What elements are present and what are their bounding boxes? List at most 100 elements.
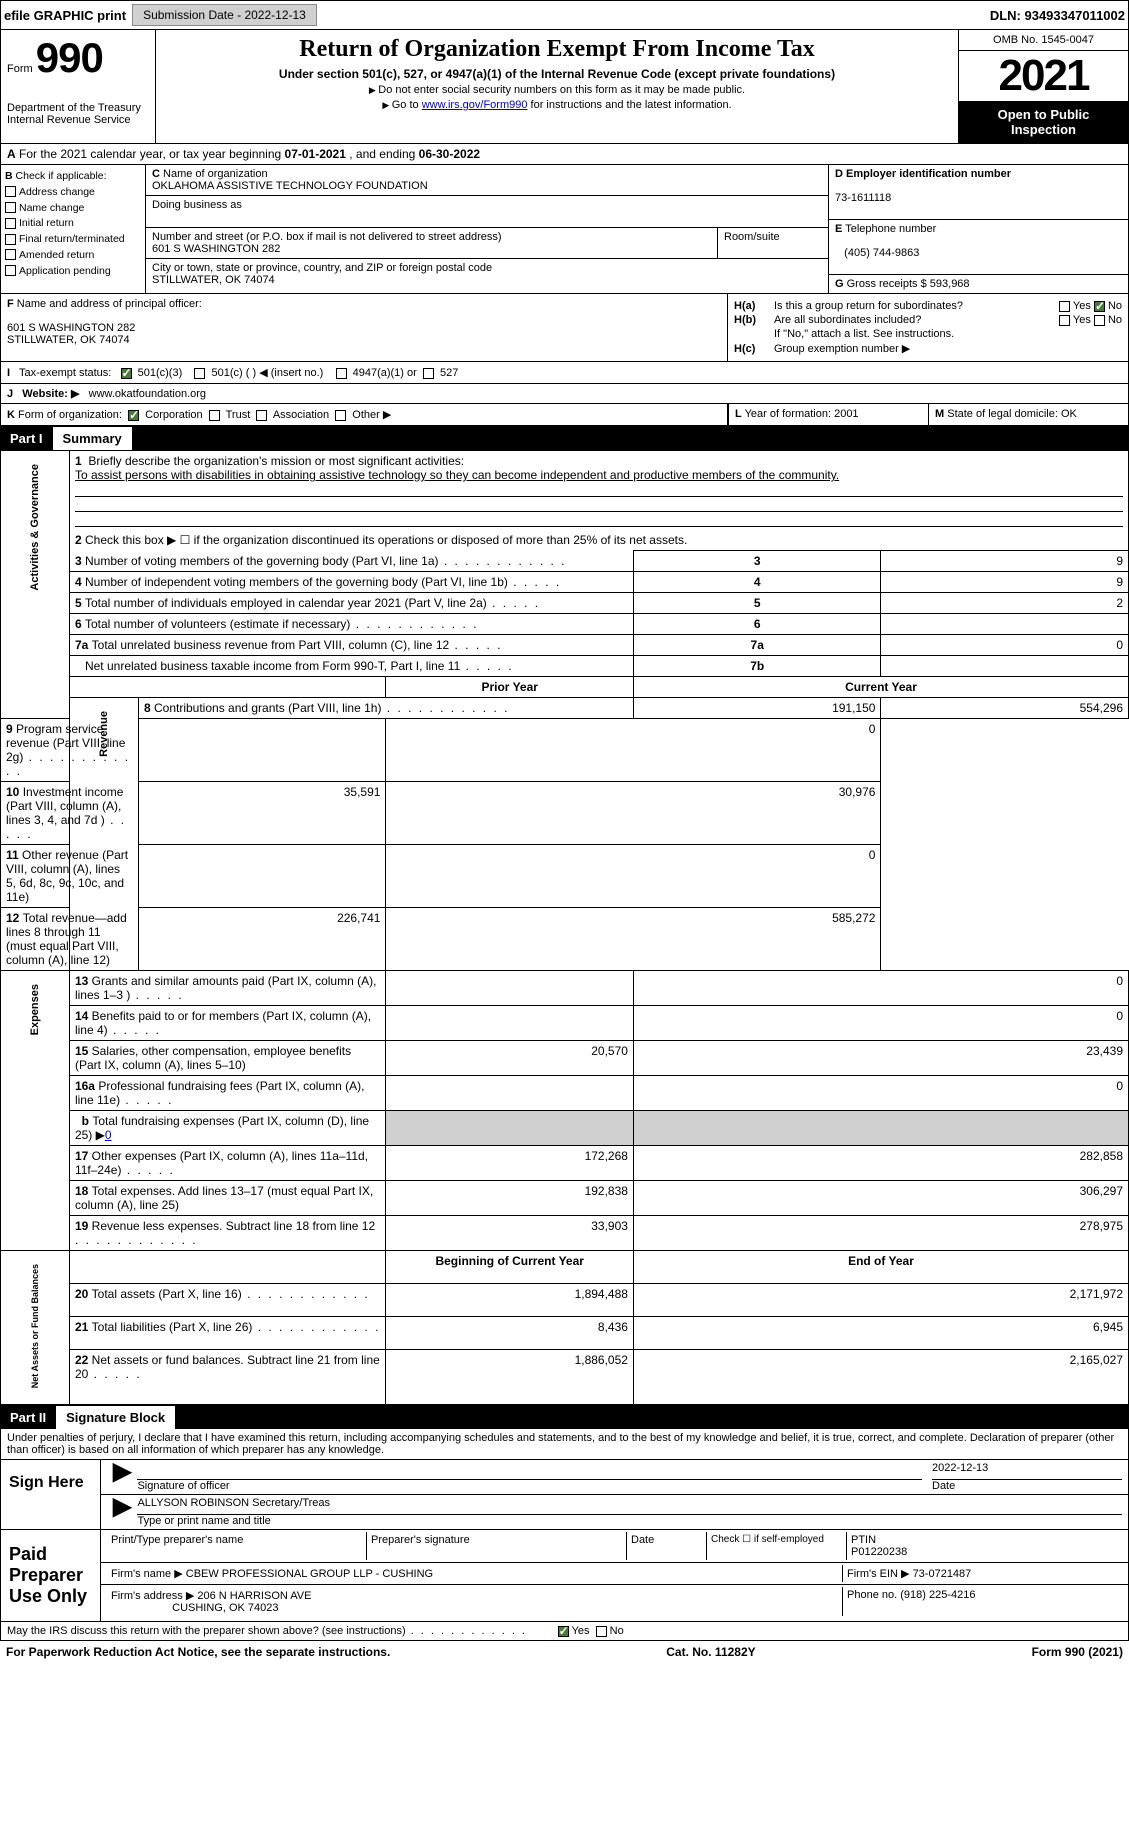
- current-10: 30,976: [386, 782, 881, 845]
- checkbox-other[interactable]: [335, 410, 346, 421]
- val-5: 2: [881, 593, 1129, 614]
- checkbox-discuss-yes[interactable]: [558, 1626, 569, 1637]
- street-address: 601 S WASHINGTON 282: [152, 243, 280, 255]
- fundraising-link[interactable]: 0: [105, 1128, 112, 1142]
- firm-addr1: 206 N HARRISON AVE: [197, 1590, 311, 1602]
- section-c: C Name of organization OKLAHOMA ASSISTIV…: [146, 165, 828, 293]
- val-3: 9: [881, 551, 1129, 572]
- submission-date-button[interactable]: Submission Date - 2022-12-13: [132, 4, 317, 26]
- org-name: OKLAHOMA ASSISTIVE TECHNOLOGY FOUNDATION: [152, 180, 428, 192]
- end-20: 2,171,972: [633, 1284, 1128, 1317]
- gross-receipts: 593,968: [930, 278, 970, 290]
- form-label: Form: [7, 63, 33, 75]
- prior-19: 33,903: [386, 1216, 634, 1251]
- instruction-1: Do not enter social security numbers on …: [162, 84, 952, 96]
- prior-16a: [386, 1076, 634, 1111]
- prior-12: 226,741: [138, 908, 386, 971]
- checkbox-final-return[interactable]: [5, 234, 16, 245]
- section-f: F Name and address of principal officer:…: [1, 294, 728, 361]
- checkbox-hb-yes[interactable]: [1059, 315, 1070, 326]
- current-17: 282,858: [633, 1146, 1128, 1181]
- current-8: 554,296: [881, 698, 1129, 719]
- sign-here-label: Sign Here: [1, 1460, 101, 1529]
- checkbox-discuss-no[interactable]: [596, 1626, 607, 1637]
- website-value: www.okatfoundation.org: [89, 388, 206, 400]
- header-right: OMB No. 1545-0047 2021 Open to Public In…: [958, 30, 1128, 143]
- section-f-h: F Name and address of principal officer:…: [0, 294, 1129, 362]
- paid-preparer-block: Paid Preparer Use Only Print/Type prepar…: [0, 1530, 1129, 1622]
- form-number: 990: [36, 34, 103, 81]
- checkbox-app-pending[interactable]: [5, 265, 16, 276]
- year-formation: 2001: [834, 408, 858, 420]
- org-info-block: B Check if applicable: Address change Na…: [0, 165, 1129, 294]
- top-toolbar: efile GRAPHIC print Submission Date - 20…: [0, 0, 1129, 30]
- val-4: 9: [881, 572, 1129, 593]
- end-21: 6,945: [633, 1317, 1128, 1350]
- signature-arrow-icon: ▶: [107, 1462, 137, 1492]
- firm-phone: (918) 225-4216: [900, 1589, 975, 1601]
- begin-20: 1,894,488: [386, 1284, 634, 1317]
- irs-link[interactable]: www.irs.gov/Form990: [422, 99, 528, 111]
- ein-value: 73-1611118: [835, 192, 891, 204]
- tab-activities: Activities & Governance: [29, 454, 41, 601]
- current-16a: 0: [633, 1076, 1128, 1111]
- checkbox-assoc[interactable]: [256, 410, 267, 421]
- mission-text: To assist persons with disabilities in o…: [75, 468, 839, 482]
- tax-year: 2021: [959, 51, 1128, 101]
- efile-label: efile GRAPHIC print: [4, 8, 126, 23]
- ptin-value: P01220238: [851, 1546, 907, 1558]
- prior-9: [138, 719, 386, 782]
- discuss-row: May the IRS discuss this return with the…: [0, 1622, 1129, 1641]
- current-12: 585,272: [386, 908, 881, 971]
- current-18: 306,297: [633, 1181, 1128, 1216]
- prior-18: 192,838: [386, 1181, 634, 1216]
- end-22: 2,165,027: [633, 1350, 1128, 1405]
- current-13: 0: [633, 971, 1128, 1006]
- phone-value: (405) 744-9863: [844, 247, 919, 259]
- val-6: [881, 614, 1129, 635]
- instruction-2: Go to www.irs.gov/Form990 for instructio…: [162, 99, 952, 111]
- section-i-j: I Tax-exempt status: 501(c)(3) 501(c) ( …: [0, 362, 1129, 384]
- checkbox-corp[interactable]: [128, 410, 139, 421]
- firm-name: CBEW PROFESSIONAL GROUP LLP - CUSHING: [186, 1568, 433, 1580]
- omb-number: OMB No. 1545-0047: [959, 30, 1128, 51]
- checkbox-hb-no[interactable]: [1094, 315, 1105, 326]
- header-middle: Return of Organization Exempt From Incom…: [156, 30, 958, 143]
- checkbox-name-change[interactable]: [5, 202, 16, 213]
- checkbox-501c[interactable]: [194, 368, 205, 379]
- cat-number: Cat. No. 11282Y: [666, 1645, 755, 1659]
- prior-8: 191,150: [633, 698, 881, 719]
- section-j: J Website: ▶ www.okatfoundation.org: [0, 384, 1129, 404]
- checkbox-ha-yes[interactable]: [1059, 301, 1070, 312]
- part-1-header: Part I Summary: [0, 426, 1129, 450]
- summary-table: Activities & Governance 1 Briefly descri…: [0, 450, 1129, 1405]
- checkbox-ha-no[interactable]: [1094, 301, 1105, 312]
- paid-preparer-label: Paid Preparer Use Only: [1, 1530, 101, 1621]
- firm-addr2: CUSHING, OK 74023: [172, 1602, 278, 1614]
- checkbox-trust[interactable]: [209, 410, 220, 421]
- prior-17: 172,268: [386, 1146, 634, 1181]
- sig-date: 2022-12-13: [932, 1462, 1122, 1480]
- firm-ein: 73-0721487: [913, 1568, 972, 1580]
- prior-10: 35,591: [138, 782, 386, 845]
- checkbox-4947[interactable]: [336, 368, 347, 379]
- section-b: B Check if applicable: Address change Na…: [1, 165, 146, 293]
- dept-treasury: Department of the Treasury: [7, 102, 149, 114]
- checkbox-527[interactable]: [423, 368, 434, 379]
- begin-21: 8,436: [386, 1317, 634, 1350]
- prior-11: [138, 845, 386, 908]
- checkbox-501c3[interactable]: [121, 368, 132, 379]
- checkbox-initial-return[interactable]: [5, 218, 16, 229]
- checkbox-address-change[interactable]: [5, 186, 16, 197]
- current-14: 0: [633, 1006, 1128, 1041]
- current-19: 278,975: [633, 1216, 1128, 1251]
- form-title: Return of Organization Exempt From Incom…: [162, 36, 952, 63]
- form-subtitle: Under section 501(c), 527, or 4947(a)(1)…: [162, 67, 952, 81]
- prior-13: [386, 971, 634, 1006]
- prior-14: [386, 1006, 634, 1041]
- tab-netassets: Net Assets or Fund Balances: [30, 1254, 40, 1398]
- penalties-text: Under penalties of perjury, I declare th…: [0, 1429, 1129, 1460]
- page-footer: For Paperwork Reduction Act Notice, see …: [0, 1641, 1129, 1663]
- section-k-l-m: K Form of organization: Corporation Trus…: [0, 404, 1129, 426]
- checkbox-amended[interactable]: [5, 249, 16, 260]
